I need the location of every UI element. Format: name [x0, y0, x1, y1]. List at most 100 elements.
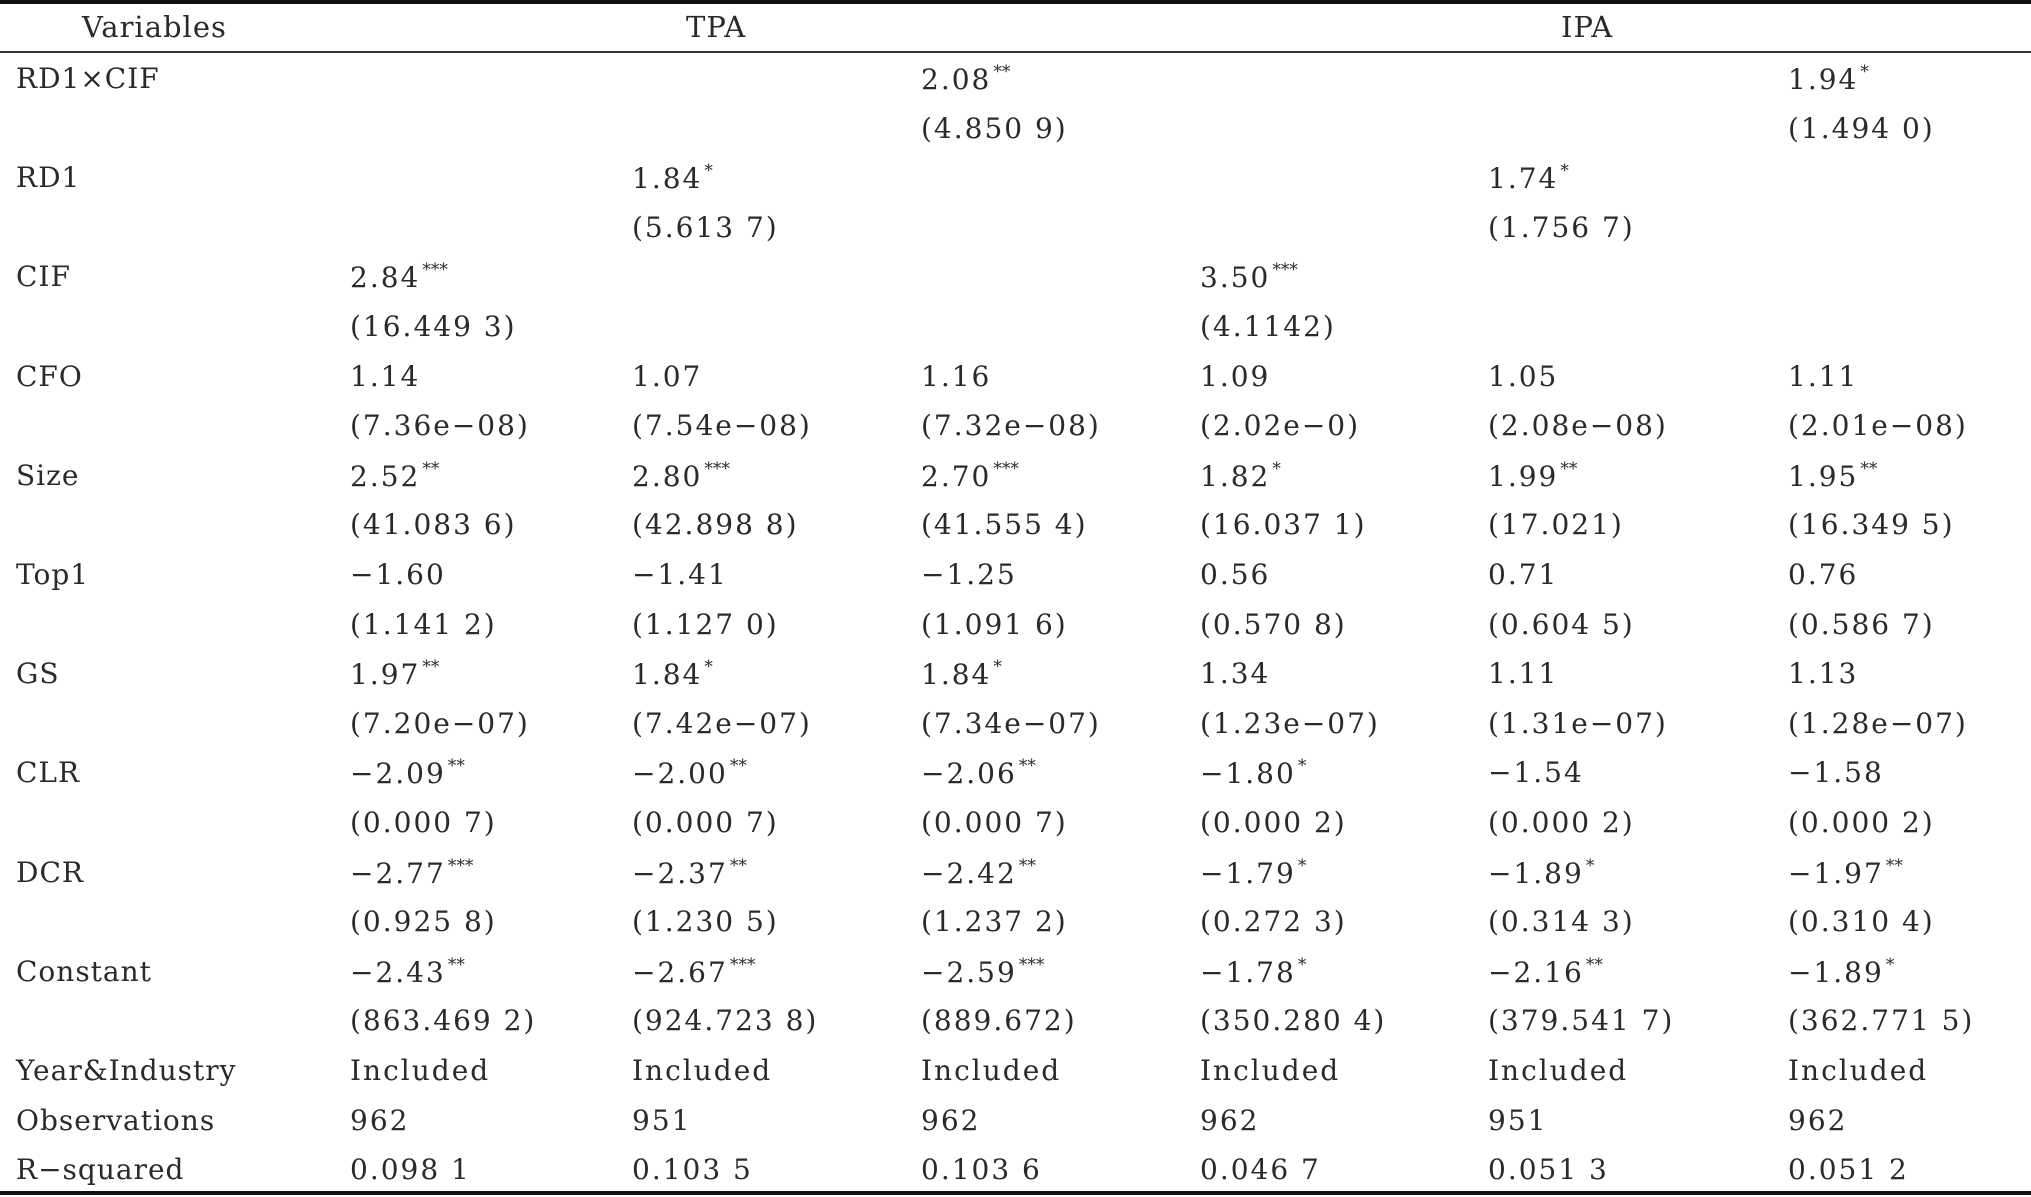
row-label: R−squared — [16, 1153, 185, 1187]
coefficient-value: 1.84 — [632, 658, 703, 692]
coefficient-value: −2.16 — [1488, 955, 1584, 989]
row-label: CIF — [16, 260, 71, 294]
coefficient-value: −1.79 — [1200, 856, 1296, 890]
standard-error-cell: (41.083 6) — [350, 508, 517, 542]
significance-stars: * — [1297, 954, 1307, 975]
coefficient-cell: 1.84 * — [632, 161, 713, 195]
footer-cell: 962 — [921, 1103, 981, 1137]
coefficient-value: −2.06 — [921, 757, 1017, 791]
significance-stars: ** — [729, 855, 747, 876]
row-label: GS — [16, 657, 60, 691]
coefficient-cell: −1.60 — [350, 558, 446, 591]
header-ipa: IPA — [1561, 10, 1614, 44]
coefficient-value: 1.99 — [1488, 459, 1559, 493]
row-label: CLR — [16, 756, 81, 790]
coefficient-value: −1.97 — [1788, 856, 1884, 890]
coefficient-cell: −1.89 * — [1488, 856, 1594, 890]
footer-cell: 951 — [1488, 1103, 1548, 1137]
table-row-se: (0.000 7) (0.000 7) (0.000 7) (0.000 2) (0.0… — [0, 800, 2031, 850]
coefficient-value: 2.84 — [350, 261, 421, 295]
coefficient-cell: 1.11 — [1488, 657, 1558, 690]
standard-error-cell: (42.898 8) — [632, 508, 799, 542]
row-label: DCR — [16, 855, 84, 889]
coefficient-cell: −2.43 ** — [350, 955, 465, 989]
coefficient-value: 2.08 — [921, 63, 992, 96]
significance-stars: * — [1297, 855, 1307, 876]
significance-stars: ** — [1860, 458, 1878, 479]
coefficient-cell: 2.52 ** — [350, 459, 439, 493]
coefficient-value: 1.84 — [632, 162, 703, 196]
coefficient-cell: 0.56 — [1200, 558, 1270, 591]
coefficient-value: 1.97 — [350, 658, 421, 692]
footer-cell: Included — [921, 1054, 1062, 1087]
coefficient-value: 1.09 — [1200, 359, 1271, 393]
coefficient-value: −1.89 — [1488, 856, 1584, 890]
row-label: Year&Industry — [16, 1054, 237, 1087]
coefficient-value: −1.58 — [1788, 756, 1884, 790]
coefficient-cell: −1.58 — [1788, 756, 1884, 789]
coefficient-cell: 1.16 — [921, 360, 991, 393]
coefficient-value: 1.74 — [1488, 162, 1559, 196]
table-row-se: (1.141 2) (1.127 0) (1.091 6) (0.570 8) (0.6… — [0, 602, 2031, 652]
footer-row: R−squared 0.098 1 0.103 5 0.103 6 0.046 7 0.0… — [0, 1147, 2031, 1197]
coefficient-value: 1.84 — [921, 658, 992, 692]
coefficient-cell: −2.09 ** — [350, 756, 465, 790]
standard-error-cell: (5.613 7) — [632, 210, 779, 244]
coefficient-value: 1.11 — [1788, 359, 1859, 393]
table-row-se: (16.449 3) (4.1142) — [0, 304, 2031, 354]
coefficient-cell: −2.06 ** — [921, 756, 1036, 790]
standard-error-cell: (1.237 2) — [921, 905, 1068, 939]
standard-error-cell: (7.34e−07) — [921, 706, 1101, 740]
coefficient-value: −2.09 — [350, 757, 446, 791]
coefficient-value: 1.82 — [1200, 459, 1271, 493]
coefficient-value: 0.56 — [1200, 558, 1271, 591]
significance-stars: * — [993, 657, 1002, 678]
coefficient-cell: −1.41 — [632, 558, 728, 591]
row-label: Observations — [16, 1103, 216, 1137]
footer-cell: Included — [1200, 1054, 1341, 1087]
standard-error-cell: (0.000 7) — [632, 806, 779, 839]
footer-cell: 0.051 2 — [1788, 1153, 1909, 1187]
coefficient-value: 1.05 — [1488, 359, 1559, 393]
standard-error-cell: (1.756 7) — [1488, 210, 1635, 244]
standard-error-cell: (1.230 5) — [632, 905, 779, 939]
coefficient-cell: 1.94 * — [1788, 62, 1869, 96]
significance-stars: * — [1885, 954, 1895, 975]
standard-error-cell: (379.541 7) — [1488, 1004, 1675, 1038]
coefficient-cell: −1.54 — [1488, 756, 1584, 789]
coefficient-value: −1.89 — [1788, 955, 1884, 989]
standard-error-cell: (1.494 0) — [1788, 111, 1935, 145]
standard-error-cell: (863.469 2) — [350, 1004, 537, 1038]
significance-stars: ** — [447, 756, 465, 777]
significance-stars: ** — [1018, 855, 1036, 876]
standard-error-cell: (0.000 2) — [1788, 806, 1935, 839]
coefficient-cell: −2.37 ** — [632, 856, 747, 890]
coefficient-cell: −2.59 *** — [921, 955, 1044, 989]
coefficient-cell: 1.82 * — [1200, 459, 1281, 493]
standard-error-cell: (0.314 3) — [1488, 905, 1635, 939]
significance-stars: ** — [993, 62, 1011, 82]
coefficient-value: −1.78 — [1200, 955, 1296, 989]
coefficient-cell: 2.70 *** — [921, 459, 1019, 493]
table-header: Variables TPA IPA — [0, 4, 2031, 51]
significance-stars: ** — [1560, 458, 1578, 479]
table-row: Constant −2.43 ** −2.67 *** −2.59 *** −1.78 * −2.… — [0, 949, 2031, 999]
table-row: GS 1.97 ** 1.84 * 1.84 * 1.34 1.11 1.13 — [0, 651, 2031, 701]
significance-stars: *** — [422, 260, 448, 281]
coefficient-cell: 1.99 ** — [1488, 459, 1577, 493]
coefficient-cell: −1.25 — [921, 558, 1017, 591]
coefficient-value: −1.60 — [350, 558, 446, 591]
significance-stars: *** — [993, 458, 1019, 479]
standard-error-cell: (7.54e−08) — [632, 409, 812, 443]
coefficient-cell: −1.79 * — [1200, 856, 1306, 890]
row-label: Size — [16, 458, 80, 492]
table-row: DCR −2.77 *** −2.37 ** −2.42 ** −1.79 * −1.89 * −1.… — [0, 850, 2031, 900]
table-row: Size 2.52 ** 2.80 *** 2.70 *** 1.82 * 1.99 ** 1.95 *… — [0, 453, 2031, 503]
standard-error-cell: (0.000 2) — [1488, 806, 1635, 839]
coefficient-value: −1.54 — [1488, 756, 1584, 790]
footer-cell: 0.103 5 — [632, 1153, 753, 1187]
table-row: RD1×CIF 2.08 ** 1.94 * — [0, 56, 2031, 106]
standard-error-cell: (0.310 4) — [1788, 905, 1935, 939]
standard-error-cell: (1.31e−07) — [1488, 706, 1668, 740]
coefficient-cell: 1.07 — [632, 360, 702, 393]
